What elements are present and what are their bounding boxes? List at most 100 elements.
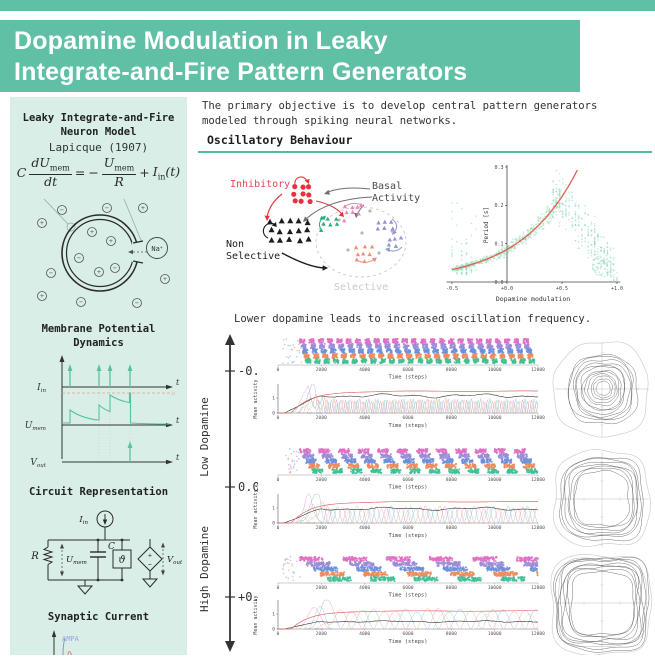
time-tick-label: 8000: [446, 631, 457, 637]
time-tick-label: 12000: [531, 367, 545, 373]
poster-title-line1: Dopamine Modulation in Leaky: [14, 26, 580, 57]
y-tick-label: 0.0: [494, 280, 503, 286]
ion: −: [111, 264, 120, 273]
ion-sign: +: [90, 228, 94, 236]
circuit-theta-label: ϑ: [118, 555, 125, 566]
section-underline: [198, 151, 652, 153]
non-selective-label-line1: Non: [226, 239, 244, 250]
time-tick-label: 2000: [316, 631, 327, 637]
time-tick-label: 2000: [316, 585, 327, 591]
ion-sign: −: [79, 298, 83, 306]
time-tick-label: 12000: [531, 477, 545, 483]
activity-tick-label: 0: [272, 627, 275, 633]
activity-trace: [278, 600, 538, 629]
non-selective-population: [267, 218, 312, 244]
synaptic-current-plot: AMPA: [10, 627, 187, 655]
ion-sign: +: [163, 275, 167, 283]
svg-text:t: t: [176, 453, 180, 462]
time-tick-label: 4000: [359, 631, 370, 637]
phase-portrait-row3: [549, 551, 653, 655]
phase-portrait-row1: [549, 337, 653, 441]
input-spikes: [68, 364, 133, 387]
ion: −: [103, 204, 112, 213]
time-tick-label: 6000: [402, 415, 413, 421]
activity-trace: [278, 386, 538, 413]
svg-text:−: −: [148, 561, 152, 569]
inhibitory-label: Inhibitory: [230, 179, 290, 190]
time-tick-label: 4000: [359, 585, 370, 591]
time-tick-label: 6000: [402, 585, 413, 591]
ion-sign: −: [113, 264, 117, 272]
y-tick-label: 0.2: [494, 203, 503, 209]
raster-warmup-spikes: [282, 338, 302, 364]
non-selective-label-line2: Selective: [226, 251, 280, 262]
iin-label: Iin: [36, 383, 46, 394]
raster-warmup-spikes: [285, 448, 300, 474]
time-tick-label: 4000: [359, 477, 370, 483]
circuit-r-label: R: [30, 551, 39, 562]
activity-tick-label: 0: [272, 521, 275, 527]
time-tick-label: 8000: [446, 525, 457, 531]
basal-activity-label-line1: Basal: [372, 181, 402, 192]
oscillation-caption: Lower dopamine leads to increased oscill…: [234, 313, 591, 325]
circuit-umem-label: Umem: [66, 555, 87, 566]
circuit-diagram: Iin R Umem C ϑ + − Vout: [10, 499, 187, 599]
low-dopamine-label: Low Dopamine: [198, 397, 211, 476]
lif-equation: C dUmem dt = − Umem R + Iin(t): [10, 157, 187, 188]
time-tick-label: 4000: [359, 525, 370, 531]
time-tick-label: 0: [277, 585, 280, 591]
x-axis-label: Dopamine modulation: [496, 295, 570, 303]
model-heading: Leaky Integrate-and-Fire Neuron Model: [10, 111, 187, 139]
inhibitory-population: [291, 184, 313, 204]
output-spike: [128, 441, 133, 462]
t-label: t: [176, 378, 180, 387]
phase-loop: [553, 342, 648, 437]
sidebar: Leaky Integrate-and-Fire Neuron Model La…: [10, 97, 187, 655]
scatter-points: [451, 170, 618, 282]
x-tick-label: +0.0: [501, 286, 513, 292]
phase-loop: [558, 558, 645, 644]
membrane-dynamics-heading: Membrane Potential Dynamics: [10, 322, 187, 350]
x-tick-label: +1.0: [611, 286, 623, 292]
raster-population-blocks: [299, 556, 539, 582]
umem-label: Umem: [25, 421, 46, 432]
ion: +: [161, 275, 170, 284]
phase-loop: [596, 381, 610, 395]
circuit-heading: Circuit Representation: [10, 485, 187, 499]
time-tick-label: 10000: [488, 415, 502, 421]
intro-text: The primary objective is to develop cent…: [202, 99, 654, 129]
time-axis-label: Time (steps): [389, 639, 428, 645]
time-tick-label: 10000: [488, 525, 502, 531]
ion-sign: −: [60, 206, 64, 214]
membrane-dynamics-plot: t Iin t U t Umem Vout: [10, 349, 187, 471]
time-axis-label: Time (steps): [389, 533, 428, 539]
ion: +: [38, 219, 47, 228]
ion: −: [133, 299, 142, 308]
ion-sign: −: [77, 254, 81, 262]
vout-axis: t: [62, 453, 180, 464]
activity-tick-label: 1: [272, 612, 275, 618]
phase-loop: [565, 462, 638, 535]
time-tick-label: 2000: [316, 367, 327, 373]
umem-axis: t: [62, 416, 180, 427]
ion: −: [77, 298, 86, 307]
activity-tick-label: 0: [272, 411, 275, 417]
ion: −: [75, 254, 84, 263]
ion: +: [88, 228, 97, 237]
activity-tick-label: 1: [272, 506, 275, 512]
time-tick-label: 10000: [488, 367, 502, 373]
ion: +: [38, 292, 47, 301]
time-tick-label: 12000: [531, 631, 545, 637]
y-axis-label: Period [s]: [483, 207, 490, 243]
selective-pop-slate: [387, 235, 404, 247]
time-tick-label: 10000: [488, 585, 502, 591]
time-tick-label: 8000: [446, 415, 457, 421]
